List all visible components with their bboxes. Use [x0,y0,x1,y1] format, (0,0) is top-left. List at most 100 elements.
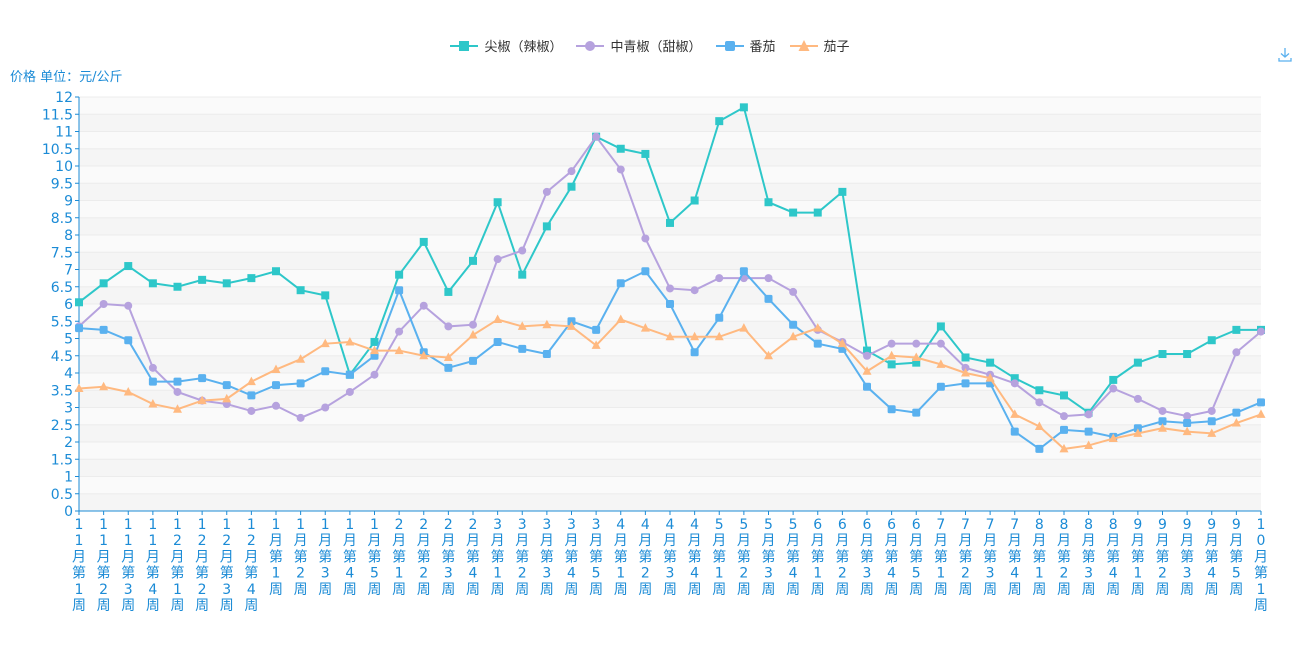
grid-band [79,424,1261,442]
data-point [345,370,354,379]
data-point [320,338,330,348]
data-point [641,267,650,276]
data-point [1207,336,1216,345]
data-point [813,339,822,348]
x-tick-label: 6 月第 1 周 [811,517,825,598]
y-tick-label: 8 [64,228,73,244]
data-point [99,381,109,391]
data-point [148,377,157,386]
data-point [321,291,330,300]
y-tick-label: 5 [64,332,73,348]
grid-band [79,148,1261,166]
data-point [542,319,552,329]
data-point [222,393,232,403]
data-point [444,287,453,296]
y-tick-label: 5.5 [51,314,73,330]
y-tick-label: 4 [64,366,73,382]
y-tick-label: 0.5 [51,487,73,503]
x-tick-label: 6 月第 2 周 [835,517,849,598]
x-tick-label: 6 月第 3 周 [860,517,874,598]
data-point [936,339,945,348]
data-point [936,359,946,368]
data-point [1158,417,1167,426]
data-point [321,367,330,376]
y-tick-label: 4.5 [51,349,73,365]
x-tick-label: 3 月第 1 周 [491,517,505,598]
x-tick-label: 9 月第 4 周 [1205,517,1219,598]
x-tick-label: 2 月第 4 周 [466,517,480,598]
data-point [1158,406,1167,415]
legend-item[interactable]: 番茄 [715,36,776,55]
legend-item[interactable]: 中青椒（甜椒） [576,36,702,55]
data-point [197,395,207,405]
y-tick-label: 9.5 [51,176,73,192]
data-point [1133,358,1142,367]
x-tick-label: 1 0 月第 1 周 [1254,517,1268,614]
grid-band [79,286,1261,304]
data-point [370,351,379,360]
series-line-1 [78,134,1262,419]
series-line-0 [78,105,1261,415]
data-point [887,360,896,369]
data-point [518,246,527,255]
x-tick-label: 1 月第 4 周 [343,517,357,598]
x-tick-label: 4 月第 1 周 [614,517,628,598]
data-point [124,301,133,310]
y-tick-label: 1.5 [51,452,73,468]
x-tick-label: 1 月第 2 周 [294,517,308,598]
grid-band [79,476,1261,494]
y-tick-label: 9 [64,194,73,210]
x-tick-label: 5 月第 4 周 [786,517,800,598]
data-point [1183,350,1192,359]
data-point [469,320,477,329]
data-point [863,346,871,355]
data-point [1207,428,1217,437]
data-point [1257,325,1265,334]
data-point [813,323,823,332]
grid-band [79,166,1261,184]
legend-label: 茄子 [823,40,850,55]
data-point [862,366,872,375]
x-tick-label: 7 月第 3 周 [983,517,997,598]
data-point [666,218,674,227]
data-point [1231,418,1241,427]
data-point [1256,409,1266,418]
data-point [419,350,429,360]
data-point [99,279,108,288]
grid-band [79,131,1261,149]
data-point [1207,406,1216,415]
grid-band [79,217,1261,235]
download-icon[interactable] [1276,46,1294,64]
data-point [1158,423,1167,432]
data-point [986,358,995,367]
legend-item[interactable]: 茄子 [789,36,850,55]
x-tick-label: 5 月第 1 周 [712,517,726,598]
data-point [394,345,404,355]
x-tick-label: 3 月第 2 周 [515,517,529,598]
legend-marker-icon [450,40,479,51]
data-point [764,350,773,360]
data-point [148,399,158,408]
data-point [838,187,847,196]
x-tick-label: 2 月第 2 周 [417,517,431,598]
data-point [542,350,551,359]
data-point [592,132,601,141]
data-point [99,325,108,334]
x-tick-label: 2 月第 3 周 [441,517,455,598]
legend-item[interactable]: 尖椒（辣椒） [450,36,562,55]
data-point [715,117,724,126]
data-point [517,321,527,330]
data-point [936,382,945,391]
data-point [715,274,724,283]
data-point [1109,432,1118,441]
x-tick-label: 1 月第 3 周 [318,517,332,598]
series-line-3 [78,318,1262,450]
data-point [296,286,305,295]
y-tick-label: 7.5 [51,245,73,261]
x-tick-label: 7 月第 2 周 [959,517,973,598]
grid-band [79,442,1261,460]
x-tick-label: 9 月第 2 周 [1156,517,1170,598]
data-point [1133,428,1143,437]
data-point [838,337,847,346]
grid-band [79,97,1261,115]
